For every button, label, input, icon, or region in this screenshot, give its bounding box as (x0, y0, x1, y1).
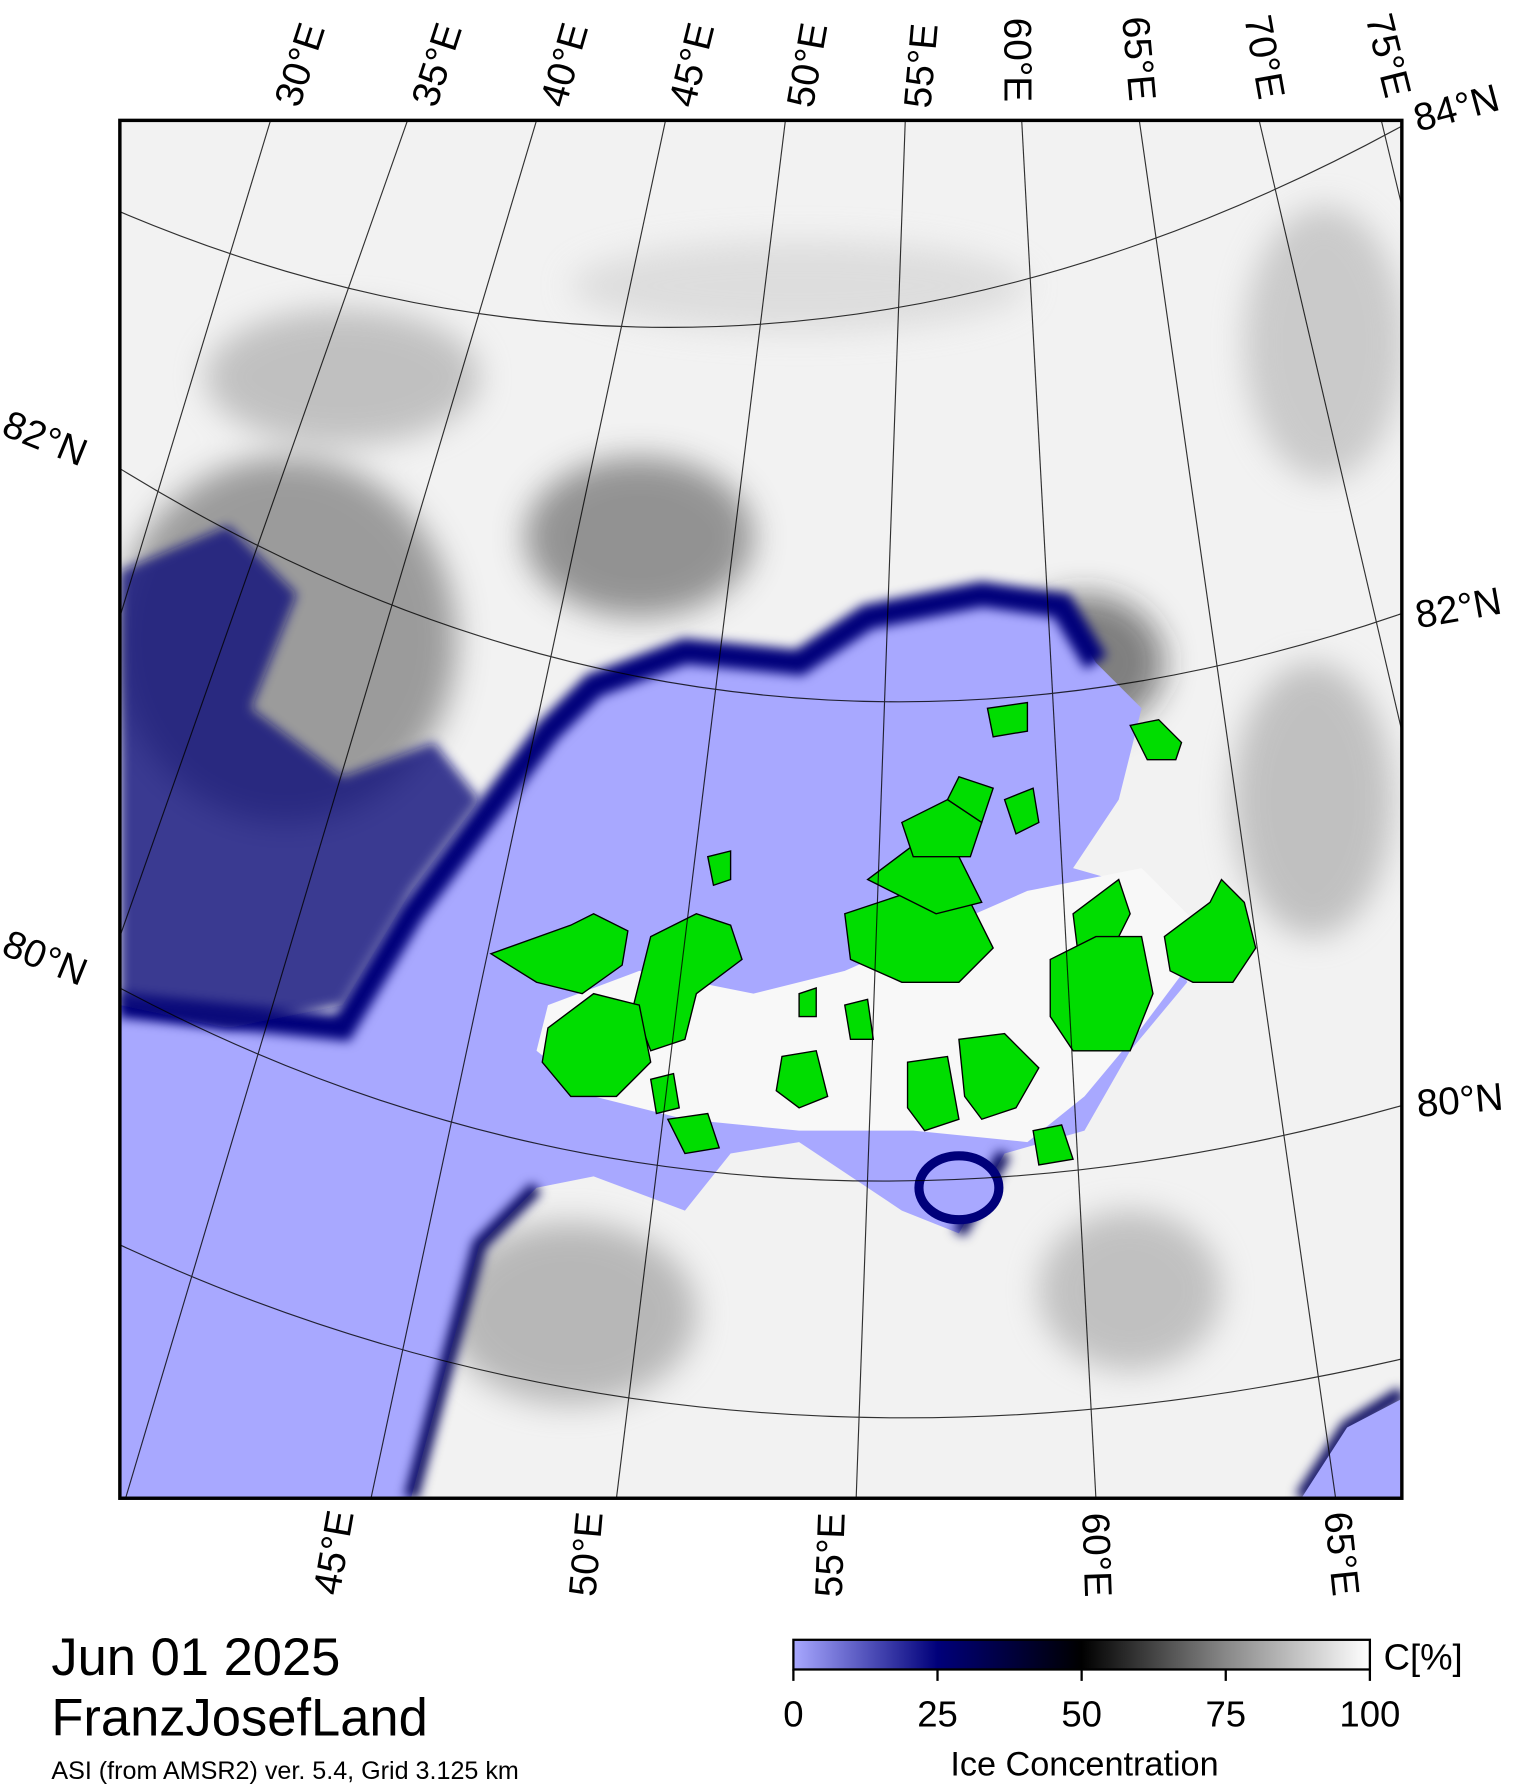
lon-label: 50°E (779, 20, 836, 111)
lat-label: 80°N (0, 922, 93, 994)
lon-label: 45°E (306, 1507, 363, 1598)
colorbar-tick-label: 100 (1339, 1694, 1400, 1735)
map-area (119, 120, 1402, 1499)
lat-label: 80°N (1415, 1076, 1505, 1126)
colorbar-label: Ice Concentration (950, 1746, 1218, 1784)
colorbar-tick-label: 25 (917, 1694, 958, 1735)
lat-label: 82°N (1412, 580, 1505, 637)
colorbar-tick-label: 50 (1061, 1694, 1102, 1735)
lon-label: 65°E (1315, 1510, 1367, 1599)
region-title: FranzJosefLand (51, 1689, 427, 1748)
colorbar-scale (792, 1638, 1372, 1671)
lat-label: 82°N (0, 403, 93, 475)
lon-label: 75°E (1357, 9, 1419, 101)
open-water (914, 1151, 1004, 1225)
lat-label: 84°N (1409, 77, 1504, 141)
colorbar: C[%] Ice Concentration 0 25 50 75 100 (783, 1636, 1462, 1783)
islands (489, 701, 1257, 1166)
lon-label: 50°E (562, 1510, 612, 1598)
colorbar-tick-label: 75 (1205, 1694, 1246, 1735)
graticule (119, 120, 1402, 1499)
ice-edge (119, 581, 1107, 1042)
date-title: Jun 01 2025 (51, 1628, 340, 1687)
lon-label: 65°E (1113, 15, 1163, 103)
lon-label: 55°E (897, 22, 947, 110)
source-note: ASI (from AMSR2) ver. 5.4, Grid 3.125 km (51, 1757, 518, 1785)
lon-label: 55°E (808, 1512, 854, 1598)
lon-label: 30°E (267, 18, 334, 112)
lon-label: 60°E (996, 18, 1039, 103)
low-ice (119, 525, 480, 1028)
open-water (1301, 1398, 1402, 1499)
lon-label: 40°E (532, 18, 597, 111)
lon-label: 35°E (404, 18, 471, 112)
lon-label: 60°E (1073, 1512, 1119, 1598)
lon-label: 45°E (661, 19, 723, 111)
ice-texture (119, 206, 1402, 1405)
lon-label: 70°E (1235, 12, 1292, 103)
colorbar-tick-label: 0 (783, 1694, 803, 1735)
colorbar-unit: C[%] (1384, 1636, 1463, 1677)
map-frame (118, 118, 1404, 1500)
